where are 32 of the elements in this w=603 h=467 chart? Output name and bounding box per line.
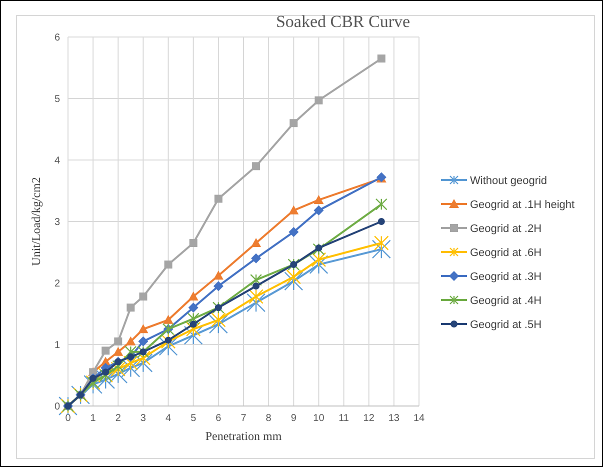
y-axis-title: Unit/Load/kg/cm2 <box>29 177 43 266</box>
y-tick-label: 3 <box>54 217 60 228</box>
x-tick-label: 11 <box>338 413 350 424</box>
y-tick-label: 2 <box>54 278 60 290</box>
y-tick-label: 0 <box>54 402 60 412</box>
x-tick-label: 7 <box>240 413 247 424</box>
y-tick-label: 1 <box>54 340 60 351</box>
x-tick-label: 14 <box>413 413 425 424</box>
legend-label: Without geogrid <box>470 175 548 187</box>
x-tick-label: 1 <box>90 413 96 424</box>
y-tick-label: 5 <box>54 94 60 105</box>
x-tick-label: 4 <box>166 413 172 424</box>
x-tick-label: 12 <box>363 413 375 424</box>
legend-label: Geogrid at .2H <box>470 223 542 235</box>
legend-label: Geogrid at .6H <box>470 247 542 259</box>
x-tick-label: 6 <box>216 413 222 424</box>
legend-label: Geogrid at .1H height <box>470 199 575 211</box>
legend-label: Geogrid at .4H <box>470 295 542 307</box>
x-tick-label: 3 <box>140 413 146 424</box>
legend-label: Geogrid at .5H <box>470 319 542 331</box>
x-tick-label: 2 <box>115 413 122 424</box>
x-tick-label: 10 <box>313 413 325 424</box>
x-axis-title: Penetration mm <box>205 429 282 443</box>
y-tick-label: 6 <box>54 32 60 44</box>
x-tick-label: 9 <box>290 413 297 424</box>
x-tick-label: 0 <box>65 413 72 424</box>
x-tick-label: 8 <box>266 413 272 424</box>
y-tick-label: 4 <box>54 156 60 166</box>
x-tick-label: 5 <box>190 413 197 424</box>
legend-label: Geogrid at .3H <box>470 271 542 283</box>
x-tick-label: 13 <box>388 413 400 424</box>
chart-title: Soaked CBR Curve <box>276 12 410 31</box>
